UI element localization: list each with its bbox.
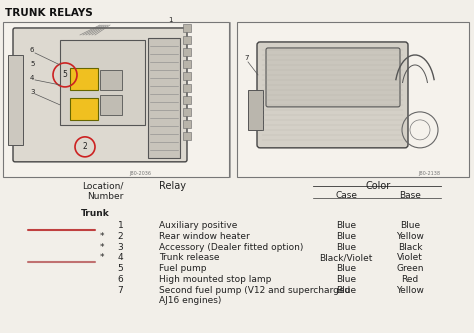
- Text: Blue: Blue: [336, 285, 356, 294]
- Text: Blue: Blue: [336, 275, 356, 284]
- FancyBboxPatch shape: [257, 42, 408, 148]
- Text: *: *: [100, 232, 104, 241]
- Text: Case: Case: [335, 190, 357, 199]
- Bar: [183, 60, 191, 68]
- Text: J80-2036: J80-2036: [129, 171, 151, 176]
- Text: Number: Number: [87, 192, 123, 201]
- Text: 1: 1: [168, 17, 173, 23]
- Text: Fuel pump: Fuel pump: [159, 264, 206, 273]
- Text: Base: Base: [399, 190, 421, 199]
- Text: *: *: [100, 253, 104, 262]
- Text: Red: Red: [401, 275, 419, 284]
- Bar: [183, 48, 191, 56]
- Bar: [183, 24, 191, 32]
- Text: Green: Green: [396, 264, 424, 273]
- Text: Location/: Location/: [82, 181, 123, 190]
- Text: Violet: Violet: [397, 253, 423, 262]
- Text: 4: 4: [118, 253, 123, 262]
- Text: J80-2138: J80-2138: [418, 171, 440, 176]
- Text: Auxiliary positive: Auxiliary positive: [159, 221, 237, 230]
- Text: Second fuel pump (V12 and supercharged: Second fuel pump (V12 and supercharged: [159, 285, 350, 294]
- Text: 7: 7: [244, 55, 248, 61]
- Text: 5: 5: [118, 264, 123, 273]
- Bar: [183, 108, 191, 116]
- Text: 4: 4: [30, 75, 35, 81]
- Text: AJ16 engines): AJ16 engines): [159, 296, 221, 305]
- Text: Blue: Blue: [400, 221, 420, 230]
- Text: Black/Violet: Black/Violet: [319, 253, 373, 262]
- Text: Rear window heater: Rear window heater: [159, 232, 249, 241]
- FancyBboxPatch shape: [13, 28, 187, 162]
- Bar: [100, 70, 122, 90]
- Bar: [183, 36, 191, 44]
- Text: Blue: Blue: [336, 243, 356, 252]
- Bar: [183, 72, 191, 80]
- Bar: [237, 22, 469, 177]
- Bar: [60, 40, 145, 125]
- Bar: [183, 132, 191, 140]
- Text: Blue: Blue: [336, 232, 356, 241]
- Text: Blue: Blue: [336, 264, 356, 273]
- Text: 2: 2: [82, 142, 87, 152]
- Text: 6: 6: [118, 275, 123, 284]
- Text: Trunk release: Trunk release: [159, 253, 219, 262]
- Text: Black: Black: [398, 243, 422, 252]
- Text: 3: 3: [118, 243, 123, 252]
- Bar: [248, 90, 263, 130]
- Text: TRUNK RELAYS: TRUNK RELAYS: [5, 8, 93, 18]
- Bar: [100, 95, 122, 115]
- Text: 2: 2: [118, 232, 123, 241]
- Bar: [183, 96, 191, 104]
- FancyBboxPatch shape: [266, 48, 400, 107]
- Text: 7: 7: [118, 285, 123, 294]
- Text: Yellow: Yellow: [396, 232, 424, 241]
- Bar: [148, 38, 180, 158]
- Text: 5: 5: [30, 61, 35, 67]
- Bar: [183, 120, 191, 128]
- Bar: [70, 68, 98, 90]
- Bar: [8, 55, 23, 145]
- Text: *: *: [100, 243, 104, 252]
- Text: 5: 5: [63, 70, 67, 80]
- Text: Trunk: Trunk: [81, 209, 109, 218]
- Text: 6: 6: [30, 47, 35, 53]
- Text: Accessory (Dealer fitted option): Accessory (Dealer fitted option): [159, 243, 303, 252]
- Text: 1: 1: [118, 221, 123, 230]
- Bar: [183, 84, 191, 92]
- Text: Relay: Relay: [159, 181, 186, 191]
- Text: Color: Color: [365, 181, 391, 191]
- Bar: [70, 98, 98, 120]
- Bar: [3, 22, 229, 177]
- Text: 3: 3: [30, 89, 35, 95]
- Text: Blue: Blue: [336, 221, 356, 230]
- Text: High mounted stop lamp: High mounted stop lamp: [159, 275, 271, 284]
- Text: Yellow: Yellow: [396, 285, 424, 294]
